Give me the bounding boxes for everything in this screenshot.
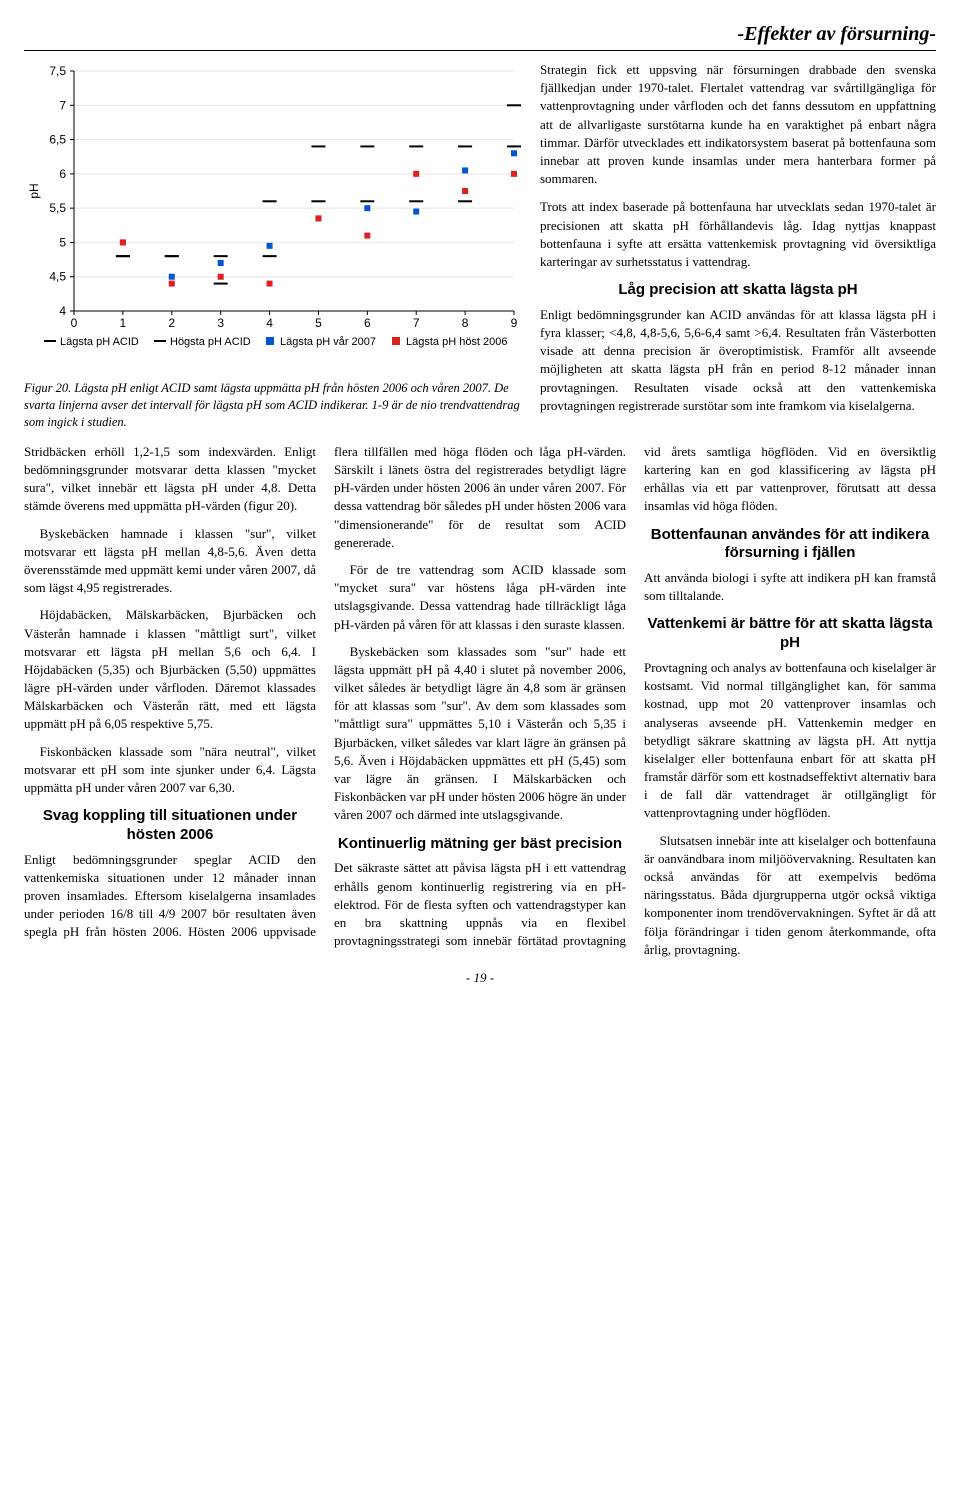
page-header: -Effekter av försurning- [24, 20, 936, 51]
svg-text:1: 1 [120, 316, 127, 330]
svg-text:2: 2 [168, 316, 175, 330]
svg-text:3: 3 [217, 316, 224, 330]
caption-label: Figur 20. [24, 381, 71, 395]
caption-text: Lägsta pH enligt ACID samt lägsta uppmät… [24, 381, 520, 429]
svg-text:Lägsta pH ACID: Lägsta pH ACID [60, 336, 139, 348]
body-p11: Slutsatsen innebär inte att kiselalger o… [644, 832, 936, 959]
svg-text:Lägsta pH höst 2006: Lägsta pH höst 2006 [406, 336, 508, 348]
svg-text:Högsta pH ACID: Högsta pH ACID [170, 336, 251, 348]
chart-column: 4 4,5 5 5,5 6 6,5 7 7,5 pH 0 1 2 3 4 5 6 7 8 9 Lägsta pH AC… [24, 61, 524, 431]
svg-text:9: 9 [511, 316, 518, 330]
svg-text:6: 6 [364, 316, 371, 330]
heading-weak-coupling: Svag koppling till situationen under hös… [24, 807, 316, 845]
svg-text:6,5: 6,5 [49, 133, 66, 147]
svg-text:4: 4 [266, 316, 273, 330]
svg-text:6: 6 [59, 167, 66, 181]
svg-text:4: 4 [59, 304, 66, 318]
top-row: 4 4,5 5 5,5 6 6,5 7 7,5 pH 0 1 2 3 4 5 6 7 8 9 Lägsta pH AC… [24, 61, 936, 431]
svg-text:5: 5 [315, 316, 322, 330]
intro-p2: Trots att index baserade på bottenfauna … [540, 198, 936, 271]
body-p10: Provtagning och analys av bottenfauna oc… [644, 659, 936, 823]
body-p4: Fiskonbäcken klassade som "nära neutral"… [24, 743, 316, 798]
svg-text:7,5: 7,5 [49, 64, 66, 78]
svg-text:4,5: 4,5 [49, 270, 66, 284]
ph-chart: 4 4,5 5 5,5 6 6,5 7 7,5 pH 0 1 2 3 4 5 6 7 8 9 Lägsta pH AC… [24, 61, 524, 371]
body-columns: Stridbäcken erhöll 1,2-1,5 som indexvärd… [24, 443, 936, 959]
right-intro-column: Strategin fick ett uppsving när försurni… [540, 61, 936, 431]
svg-text:7: 7 [59, 98, 66, 112]
intro-p3: Enligt bedömningsgrunder kan ACID använd… [540, 306, 936, 415]
body-p9: Att använda biologi i syfte att indikera… [644, 569, 936, 605]
svg-text:8: 8 [462, 316, 469, 330]
svg-text:5: 5 [59, 235, 66, 249]
body-p3: Höjdabäcken, Mälskarbäcken, Bjurbäcken o… [24, 606, 316, 733]
intro-p1: Strategin fick ett uppsving när försurni… [540, 61, 936, 188]
heading-continuous: Kontinuerlig mätning ger bäst precision [334, 835, 626, 854]
body-p6: För de tre vattendrag som ACID klassade … [334, 561, 626, 634]
heading-low-precision: Låg precision att skatta lägsta pH [540, 281, 936, 300]
body-p2: Byskebäcken hamnade i klassen "sur", vil… [24, 525, 316, 598]
svg-text:Lägsta pH vår 2007: Lägsta pH vår 2007 [280, 336, 376, 348]
body-p1: Stridbäcken erhöll 1,2-1,5 som indexvärd… [24, 443, 316, 516]
running-title: -Effekter av försurning- [737, 23, 936, 45]
svg-text:7: 7 [413, 316, 420, 330]
body-p7: Byskebäcken som klassades som "sur" hade… [334, 643, 626, 825]
page-number: - 19 - [24, 969, 936, 987]
svg-text:5,5: 5,5 [49, 201, 66, 215]
svg-text:pH: pH [27, 183, 41, 198]
chart-caption: Figur 20. Lägsta pH enligt ACID samt läg… [24, 380, 524, 431]
chart-box: 4 4,5 5 5,5 6 6,5 7 7,5 pH 0 1 2 3 4 5 6 7 8 9 Lägsta pH AC… [24, 61, 524, 376]
heading-bottenfauna: Bottenfaunan användes för att indikera f… [644, 526, 936, 564]
svg-text:0: 0 [71, 316, 78, 330]
heading-vattenkemi: Vattenkemi är bättre för att skatta lägs… [644, 615, 936, 653]
